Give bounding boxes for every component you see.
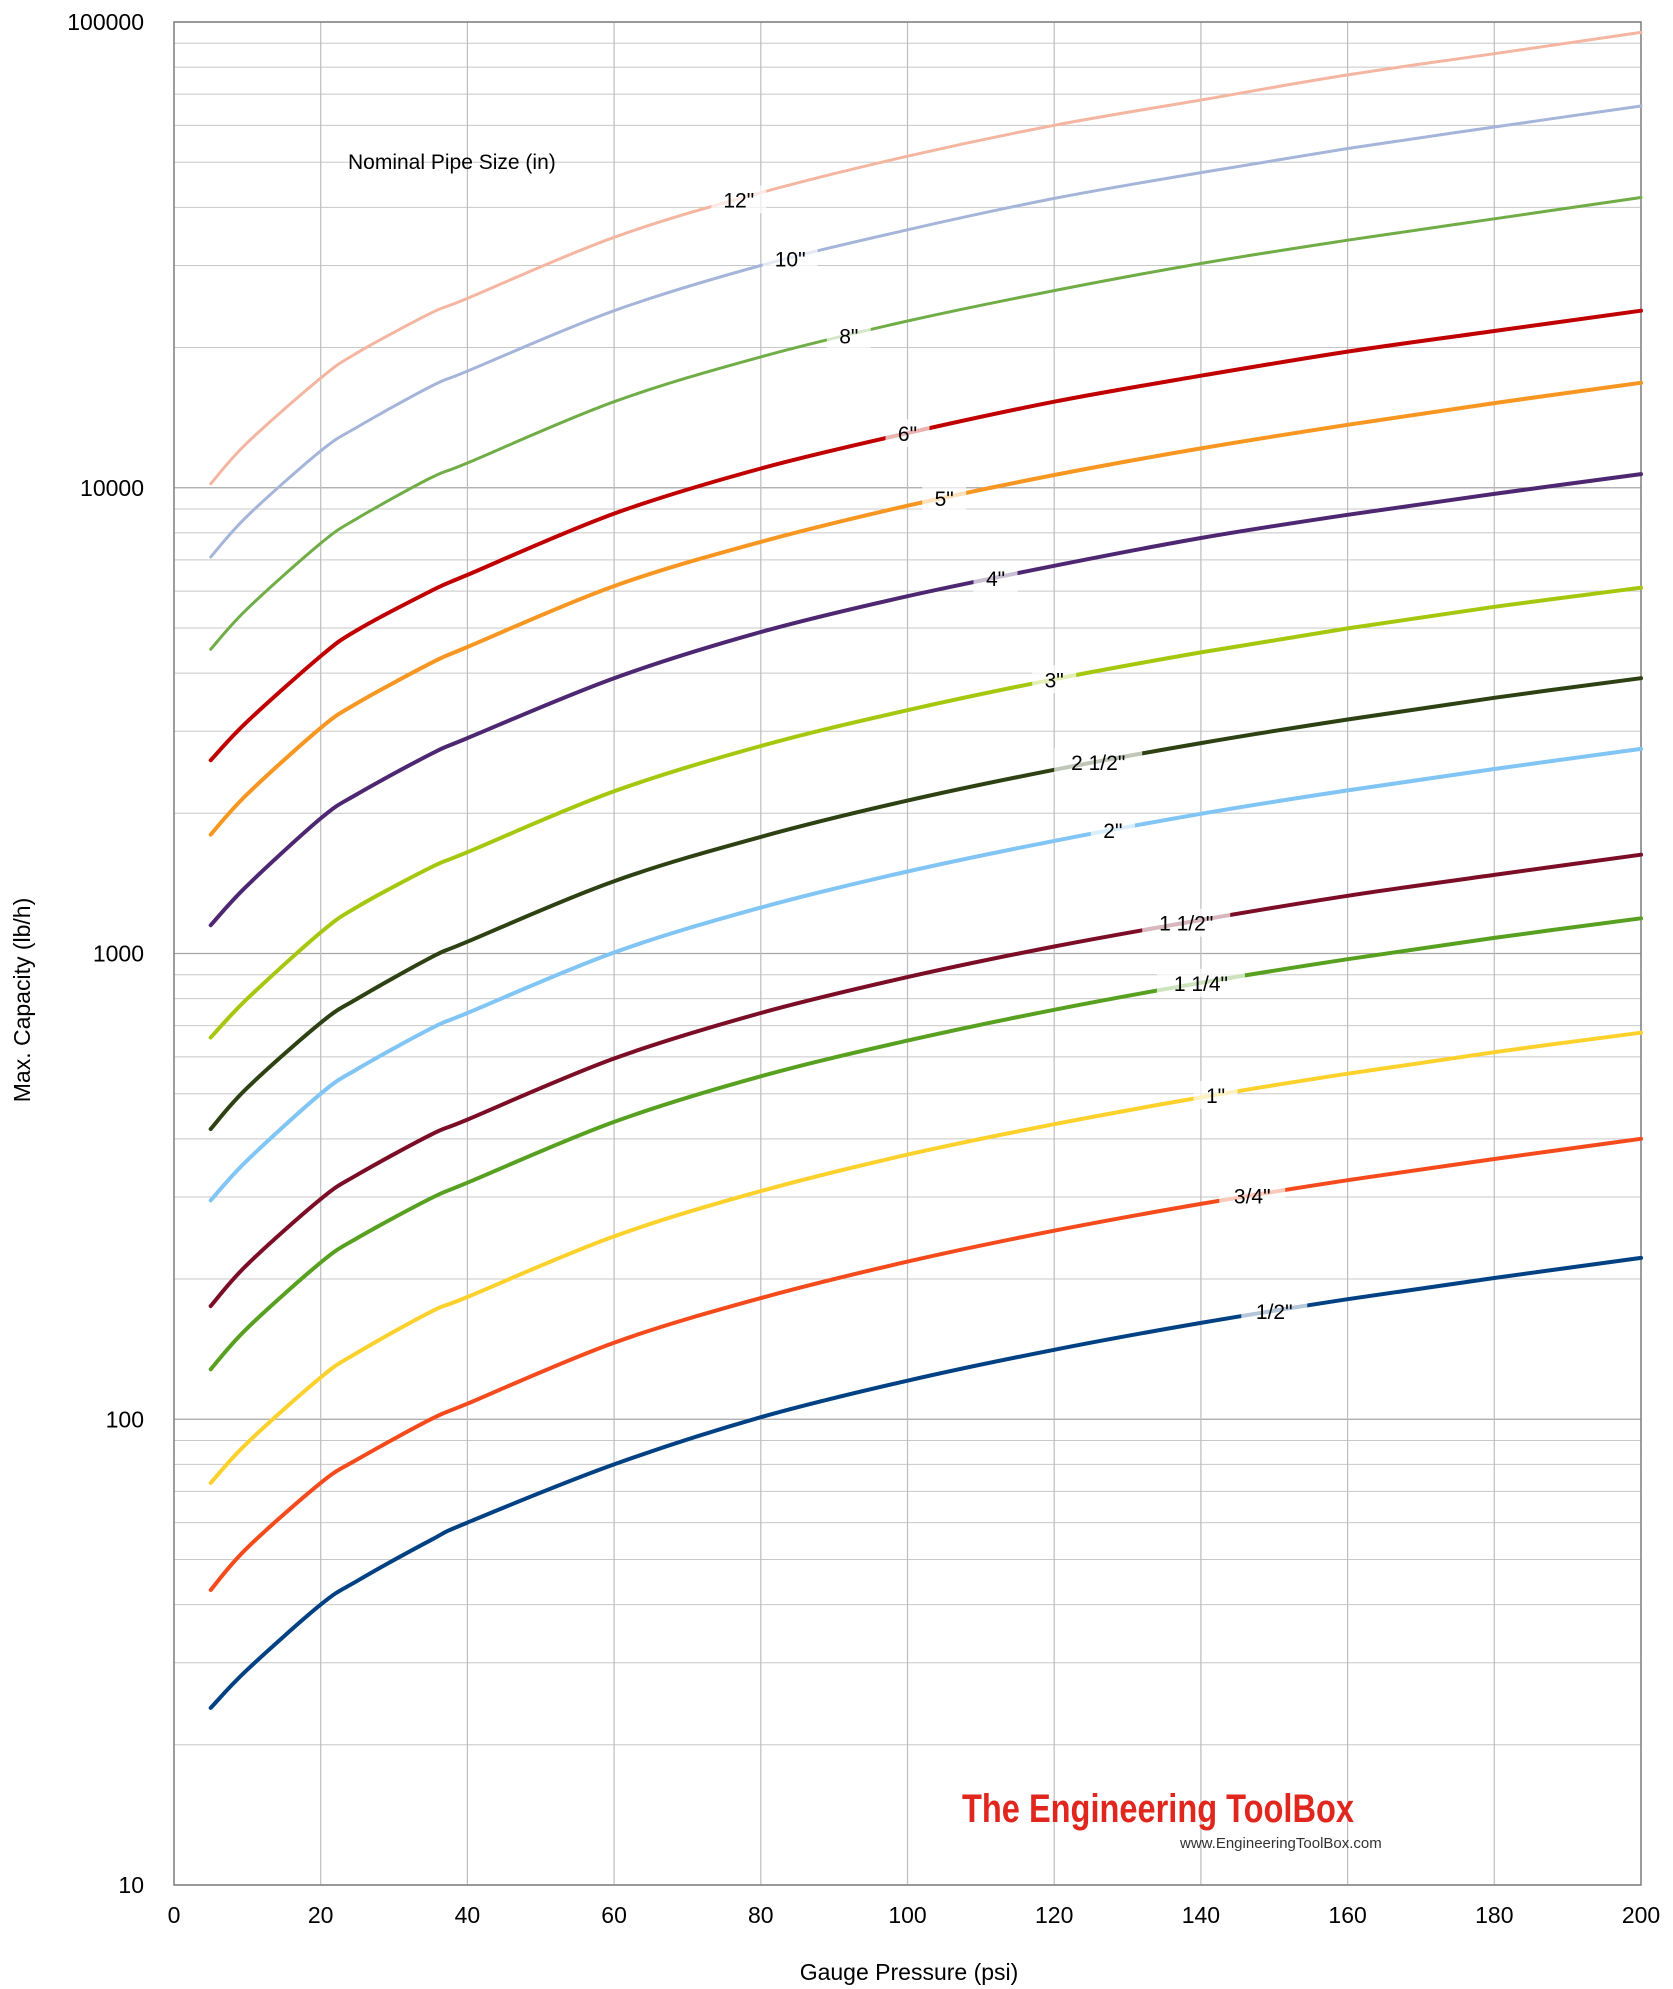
y-axis-ticks: 10 100 1000 10000 100000	[67, 9, 144, 1898]
watermark-url: www.EngineeringToolBox.com	[1179, 1835, 1382, 1852]
series-label-box	[973, 563, 1018, 592]
series-label-box	[711, 185, 767, 214]
x-tick-label: 60	[601, 1902, 627, 1928]
series-line	[208, 472, 1643, 928]
series-label-box	[762, 244, 818, 273]
series-line	[208, 1030, 1643, 1485]
series-label-box	[922, 484, 967, 513]
series-label: 1/2"	[1256, 1301, 1293, 1324]
series-label: 1"	[1206, 1085, 1225, 1108]
series-line	[209, 30, 1643, 486]
series-line	[208, 585, 1643, 1040]
series-label-box	[1241, 1297, 1308, 1326]
x-tick-label: 80	[748, 1902, 774, 1928]
y-tick-label: 100	[106, 1406, 144, 1432]
series-label-box	[1142, 908, 1231, 937]
series-label-box	[1219, 1181, 1286, 1210]
y-axis-title: Max. Capacity (lb/h)	[9, 898, 35, 1103]
x-axis-ticks: 0 20 40 60 80 100 120 140 160 180 200	[168, 1902, 1661, 1928]
watermark: The Engineering ToolBox www.EngineeringT…	[962, 1787, 1382, 1852]
x-tick-label: 200	[1622, 1902, 1660, 1928]
series-label: 8"	[839, 325, 858, 348]
y-tick-label: 100000	[67, 9, 144, 35]
series-line	[208, 1136, 1643, 1592]
series-line	[208, 916, 1643, 1372]
x-tick-label: 120	[1035, 1902, 1073, 1928]
series-label: 5"	[935, 488, 954, 511]
series-label-box	[1156, 968, 1245, 997]
y-tick-label: 10	[118, 1872, 144, 1898]
series-label: 1 1/2"	[1159, 913, 1213, 936]
y-tick-label: 1000	[93, 941, 144, 967]
series-line	[208, 1255, 1643, 1710]
series-line	[208, 308, 1643, 763]
series-lines	[208, 30, 1643, 1710]
x-tick-label: 40	[455, 1902, 481, 1928]
legend-title: Nominal Pipe Size (in)	[348, 151, 556, 174]
x-tick-label: 180	[1475, 1902, 1513, 1928]
series-label-box	[1193, 1081, 1238, 1110]
series-label: 3/4"	[1234, 1186, 1271, 1209]
series-label-box	[1032, 665, 1077, 694]
series-label: 2"	[1103, 820, 1122, 843]
x-tick-label: 20	[308, 1902, 334, 1928]
series-label: 3"	[1045, 669, 1064, 692]
series-labels: 12" 10" 8" 6" 5" 4" 3" 2 1/2" 2" 1 1/2" 1 1/4" 1" 3/…	[711, 185, 1308, 1326]
series-label: 4"	[986, 568, 1005, 591]
series-label-box	[826, 321, 871, 350]
major-gridlines	[173, 21, 1642, 1886]
y-tick-label: 10000	[80, 475, 144, 501]
series-line	[208, 852, 1643, 1309]
series-label: 10"	[775, 248, 806, 271]
x-tick-label: 0	[168, 1902, 181, 1928]
series-label: 6"	[898, 423, 917, 446]
series-label-box	[1090, 816, 1135, 845]
series-label-box	[1054, 747, 1143, 776]
x-tick-label: 100	[888, 1902, 926, 1928]
plot-frame	[173, 21, 1642, 1886]
series-label-box	[885, 419, 930, 448]
series-label: 12"	[723, 189, 754, 212]
series-line	[209, 196, 1643, 651]
x-tick-label: 160	[1328, 1902, 1366, 1928]
x-axis-title: Gauge Pressure (psi)	[800, 1959, 1019, 1985]
series-label: 1 1/4"	[1174, 973, 1228, 996]
series-line	[208, 380, 1643, 837]
series-line	[208, 746, 1643, 1203]
series-line	[208, 676, 1643, 1131]
series-label: 2 1/2"	[1071, 752, 1125, 775]
x-tick-label: 140	[1182, 1902, 1220, 1928]
watermark-brand: The Engineering ToolBox	[962, 1787, 1354, 1831]
